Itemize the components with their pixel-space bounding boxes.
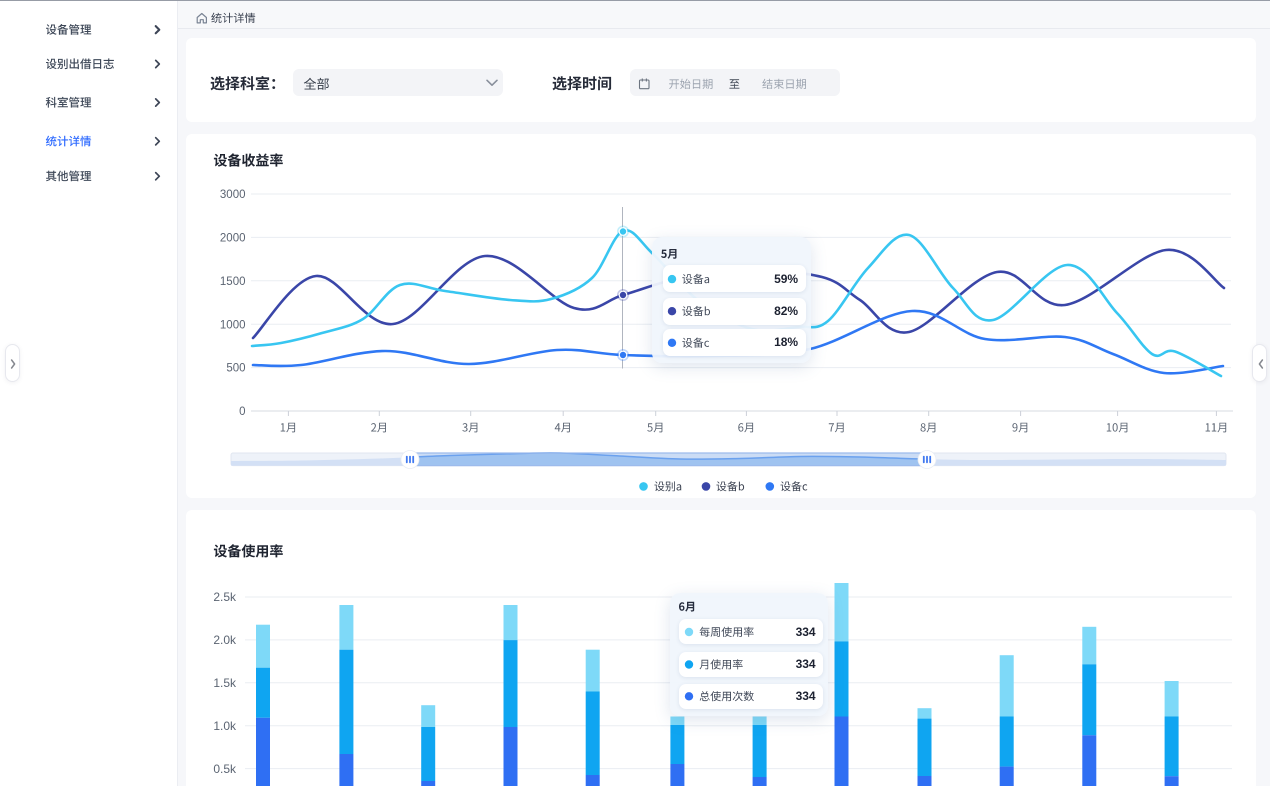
svg-text:0.5k: 0.5k [213,762,237,776]
svg-text:500: 500 [226,363,245,375]
svg-text:2.5k: 2.5k [213,590,237,604]
svg-text:2000: 2000 [220,233,246,245]
svg-text:1.0k: 1.0k [213,719,237,733]
svg-text:3000: 3000 [220,189,246,201]
svg-text:0: 0 [239,406,245,418]
svg-text:1.5k: 1.5k [213,676,237,690]
svg-text:1000: 1000 [220,319,246,331]
svg-text:1500: 1500 [220,276,246,288]
svg-text:2.0k: 2.0k [213,633,237,647]
